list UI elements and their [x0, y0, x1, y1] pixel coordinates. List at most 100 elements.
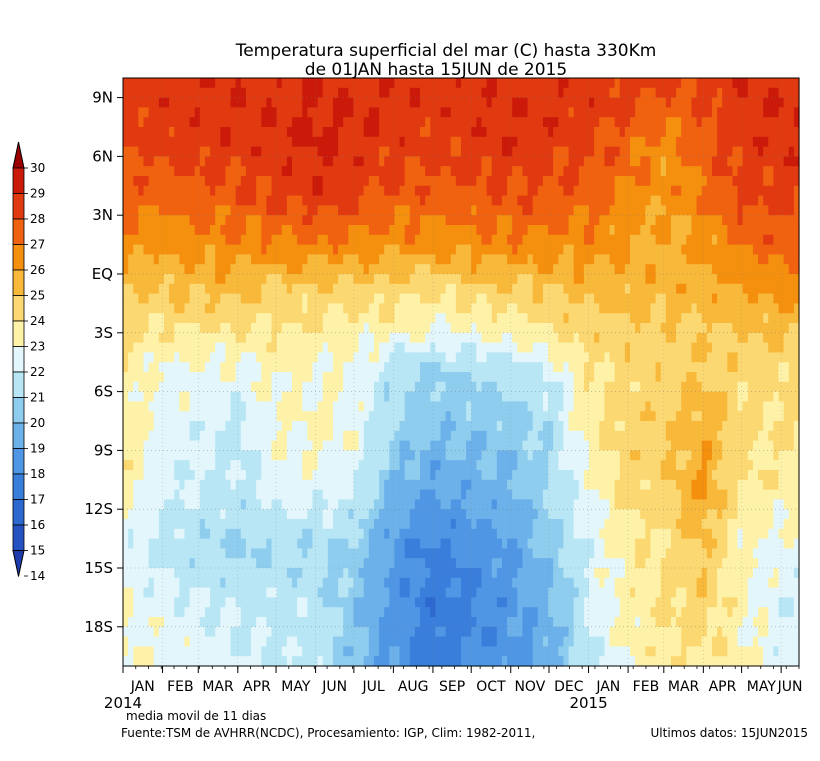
heatmap-cell	[220, 440, 227, 451]
heatmap-cell	[486, 303, 493, 314]
heatmap-cell	[553, 166, 559, 177]
heatmap-cell	[307, 440, 314, 451]
heatmap-cell	[409, 332, 416, 344]
heatmap-cell	[717, 332, 723, 344]
heatmap-cell	[307, 401, 314, 412]
heatmap-cell	[414, 136, 421, 148]
heatmap-cell	[240, 274, 247, 285]
heatmap-cell	[665, 78, 672, 89]
heatmap-cell	[128, 332, 134, 344]
heatmap-cell	[758, 234, 764, 246]
heatmap-cell	[461, 313, 467, 324]
heatmap-cell	[379, 381, 385, 393]
heatmap-cell	[153, 136, 160, 148]
heatmap-cell	[199, 205, 206, 216]
heatmap-cell	[379, 166, 385, 177]
heatmap-cell	[189, 440, 196, 451]
heatmap-cell	[399, 215, 406, 226]
heatmap-cell	[491, 440, 498, 451]
heatmap-cell	[542, 254, 549, 265]
heatmap-cell	[271, 166, 278, 177]
heatmap-cell	[496, 156, 503, 167]
heatmap-cell	[778, 342, 785, 353]
heatmap-cell	[522, 332, 529, 344]
heatmap-cell	[261, 127, 267, 138]
heatmap-cell	[389, 303, 396, 314]
heatmap-cell	[251, 323, 257, 334]
heatmap-cell	[650, 421, 657, 432]
heatmap-cell	[589, 313, 595, 324]
heatmap-cell	[481, 332, 488, 344]
heatmap-cell	[363, 332, 370, 344]
heatmap-cell	[599, 401, 605, 412]
heatmap-cell	[788, 362, 795, 373]
heatmap-cell	[399, 362, 406, 373]
heatmap-cell	[420, 205, 426, 216]
heatmap-cell	[210, 323, 216, 334]
heatmap-cell	[471, 136, 477, 148]
heatmap-cell	[732, 352, 739, 363]
heatmap-cell	[153, 283, 160, 295]
heatmap-cell	[527, 283, 534, 295]
heatmap-cell	[665, 372, 672, 383]
heatmap-cell	[471, 254, 477, 265]
heatmap-cell	[343, 430, 349, 442]
heatmap-cell	[686, 352, 693, 363]
heatmap-cell	[286, 313, 293, 324]
heatmap-cell	[650, 430, 657, 442]
heatmap-cell	[297, 372, 303, 383]
heatmap-cell	[737, 166, 744, 177]
heatmap-cell	[440, 234, 447, 246]
heatmap-cell	[589, 185, 595, 197]
heatmap-cell	[368, 411, 375, 422]
heatmap-cell	[630, 430, 636, 442]
heatmap-cell	[348, 303, 355, 314]
heatmap-cell	[537, 401, 544, 412]
heatmap-cell	[512, 244, 518, 255]
heatmap-cell	[174, 205, 180, 216]
heatmap-cell	[384, 97, 390, 108]
heatmap-cell	[153, 440, 160, 451]
heatmap-cell	[138, 274, 145, 285]
heatmap-cell	[363, 107, 370, 118]
heatmap-cell	[696, 205, 703, 216]
heatmap-cell	[471, 97, 477, 108]
heatmap-cell	[404, 97, 411, 108]
heatmap-cell	[701, 176, 708, 187]
heatmap-cell	[174, 401, 180, 412]
heatmap-cell	[153, 313, 160, 324]
heatmap-cell	[425, 430, 431, 442]
heatmap-cell	[210, 146, 216, 157]
heatmap-cell	[727, 117, 734, 128]
heatmap-cell	[373, 313, 380, 324]
heatmap-cell	[240, 313, 247, 324]
heatmap-cell	[660, 127, 667, 138]
heatmap-cell	[763, 303, 769, 314]
heatmap-cell	[251, 215, 257, 226]
heatmap-cell	[573, 264, 580, 275]
heatmap-cell	[594, 234, 600, 246]
heatmap-cell	[793, 293, 800, 304]
heatmap-cell	[670, 205, 677, 216]
heatmap-cell	[793, 87, 800, 99]
heatmap-cell	[143, 323, 150, 334]
heatmap-cell	[486, 362, 493, 373]
heatmap-cell	[409, 283, 416, 295]
heatmap-cell	[199, 313, 206, 324]
heatmap-cell	[624, 87, 631, 99]
heatmap-cell	[184, 352, 191, 363]
heatmap-cell	[686, 283, 693, 295]
heatmap-cell	[783, 401, 790, 412]
heatmap-cell	[701, 234, 708, 246]
heatmap-cell	[215, 283, 221, 295]
heatmap-cell	[389, 411, 396, 422]
heatmap-cell	[225, 293, 232, 304]
heatmap-cell	[512, 401, 518, 412]
heatmap-cell	[358, 342, 365, 353]
heatmap-cell	[553, 430, 559, 442]
heatmap-cell	[793, 215, 800, 226]
heatmap-cell	[599, 440, 605, 451]
heatmap-cell	[363, 254, 370, 265]
heatmap-cell	[322, 352, 329, 363]
heatmap-cell	[670, 401, 677, 412]
